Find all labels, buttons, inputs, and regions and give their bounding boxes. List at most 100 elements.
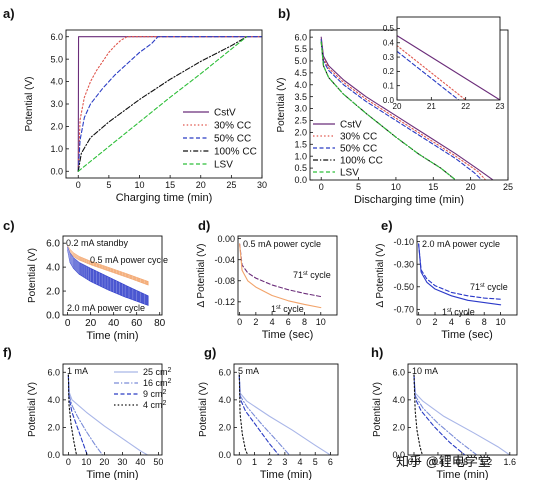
y-tick-label-f: 6.0 xyxy=(47,367,60,377)
x-tick-label-g: 5 xyxy=(313,457,318,467)
x-axis-label-d: Time (sec) xyxy=(262,329,314,341)
y-tick-label-h: 2.0 xyxy=(392,423,405,433)
legend-label-b: CstV xyxy=(340,120,362,131)
annotation-d-1: 1st cycle xyxy=(271,304,304,314)
x-tick-label-c: 20 xyxy=(85,318,97,329)
x-tick-label-a: 15 xyxy=(165,180,175,190)
y-tick-label-b: 1.0 xyxy=(294,151,307,161)
legend-label-f: 16 cm2 xyxy=(143,378,172,389)
series-line-g-2 xyxy=(238,374,280,455)
x-axis-label-c: Time (min) xyxy=(86,330,138,342)
plot-frame-f xyxy=(62,363,163,456)
x-tick-label-a: 20 xyxy=(196,180,206,190)
series-group-a xyxy=(77,36,262,172)
y-axis-label-d: Δ Potential (V) xyxy=(196,244,207,308)
legend-label-f: 25 cm2 xyxy=(143,367,172,378)
y-axis-label-e: Δ Potential (V) xyxy=(375,244,386,308)
x-tick-label-b_inset: 21 xyxy=(427,102,436,111)
y-tick-label-b_inset: 0.5 xyxy=(383,24,395,33)
legend-label-sup-f: 2 xyxy=(168,378,172,385)
annotation-e-1-rest: cycle xyxy=(452,307,475,317)
y-tick-label-g: 0.0 xyxy=(218,450,231,460)
plot-frame-e xyxy=(416,235,518,316)
legend-label-sup-f: 2 xyxy=(168,367,172,374)
x-tick-label-d: 10 xyxy=(316,317,326,327)
y-tick-label-b: 0.5 xyxy=(294,163,307,173)
series-line-a-4 xyxy=(77,36,248,172)
annotation-g-current: 5 mA xyxy=(238,366,259,376)
x-tick-label-g: 6 xyxy=(328,457,333,467)
panel-label-h: h) xyxy=(371,345,383,360)
y-tick-label-b: 5.0 xyxy=(294,56,307,66)
x-tick-label-a: 25 xyxy=(226,180,236,190)
legend-label-b: 30% CC xyxy=(340,132,377,143)
x-axis-label-h: Time (min) xyxy=(436,469,488,480)
legend-label-f: 4 cm2 xyxy=(143,400,167,411)
x-tick-label-d: 0 xyxy=(237,317,242,327)
x-tick-label-e: 2 xyxy=(433,317,438,327)
y-tick-label-b: 3.5 xyxy=(294,92,307,102)
x-tick-label-c: 80 xyxy=(154,318,166,329)
y-tick-label-d: -0.12 xyxy=(214,297,235,307)
annotation-e-71-rest: cycle xyxy=(485,282,508,292)
series-line-b_inset-2 xyxy=(397,51,460,100)
panel-label-g: g) xyxy=(204,345,216,360)
y-tick-label-d: 0.00 xyxy=(217,234,235,244)
series-group-g xyxy=(238,374,331,455)
y-tick-label-b_inset: 0.3 xyxy=(383,53,395,62)
x-tick-label-h: 0.8 xyxy=(456,457,469,467)
series-group-b xyxy=(320,36,494,180)
y-axis-label-a: Potential (V) xyxy=(24,76,35,131)
y-tick-label-f: 4.0 xyxy=(47,395,60,405)
panel-label-f: f) xyxy=(3,345,12,360)
x-tick-label-a: 5 xyxy=(106,180,111,190)
y-tick-label-a: 3.0 xyxy=(50,99,63,109)
annotation-e-1: 1st cycle xyxy=(442,307,475,317)
x-tick-label-e: 4 xyxy=(449,317,454,327)
y-tick-label-a: 6.0 xyxy=(50,32,63,42)
x-tick-label-d: 2 xyxy=(253,317,258,327)
x-tick-label-b_inset: 22 xyxy=(461,102,470,111)
y-tick-label-g: 2.0 xyxy=(218,423,231,433)
legend-label-a: 30% CC xyxy=(214,121,251,132)
y-tick-label-b: 2.5 xyxy=(294,116,307,126)
y-axis-label-b: Potential (V) xyxy=(276,77,287,132)
y-tick-label-e: -0.10 xyxy=(393,237,414,247)
annotation-d-1-sup: st xyxy=(276,305,281,311)
x-tick-label-a: 0 xyxy=(76,180,81,190)
annotation-h-current: 10 mA xyxy=(412,366,438,376)
y-tick-label-g: 6.0 xyxy=(218,367,231,377)
y-tick-label-e: -0.70 xyxy=(393,305,414,315)
y-tick-label-b: 6.0 xyxy=(294,32,307,42)
y-tick-label-b: 3.0 xyxy=(294,104,307,114)
y-axis-label-c: Potential (V) xyxy=(27,248,38,303)
x-tick-label-g: 1 xyxy=(252,457,257,467)
panel-label-c: c) xyxy=(3,218,15,233)
x-tick-label-d: 6 xyxy=(286,317,291,327)
annotation-e-title: 2.0 mA power cycle xyxy=(422,239,500,249)
watermark-text: 知乎 @锂电学堂 xyxy=(396,454,491,469)
annotation-d-71: 71st cycle xyxy=(293,270,331,280)
x-tick-label-c: 60 xyxy=(131,318,143,329)
y-tick-label-b_inset: 0.2 xyxy=(383,67,395,76)
x-tick-label-e: 10 xyxy=(496,317,506,327)
series-line-h-2 xyxy=(413,374,466,455)
series-line-g-3 xyxy=(238,374,249,455)
x-tick-label-h: 0.4 xyxy=(432,457,445,467)
x-tick-label-h: 1.2 xyxy=(480,457,493,467)
plot-frame-c xyxy=(62,235,163,316)
panel-label-e: e) xyxy=(381,218,393,233)
annotation-c-orange: 0.5 mA power cycle xyxy=(90,255,168,265)
series-line-f-2 xyxy=(67,374,88,455)
x-axis-label-b: Discharging time (min) xyxy=(354,194,464,206)
y-tick-label-b_inset: 0.1 xyxy=(383,81,395,90)
annotation-c-blue: 2.0 mA power cycle xyxy=(67,303,145,313)
x-tick-label-b_inset: 23 xyxy=(496,102,505,111)
x-axis-label-e: Time (sec) xyxy=(441,329,493,341)
legend-label-f: 9 cm2 xyxy=(143,389,167,400)
panel-label-a: a) xyxy=(3,6,15,21)
legend-label-a: 50% CC xyxy=(214,134,251,145)
series-line-a-1 xyxy=(77,36,262,172)
y-tick-label-g: 4.0 xyxy=(218,395,231,405)
series-band-c-0 xyxy=(67,244,149,286)
